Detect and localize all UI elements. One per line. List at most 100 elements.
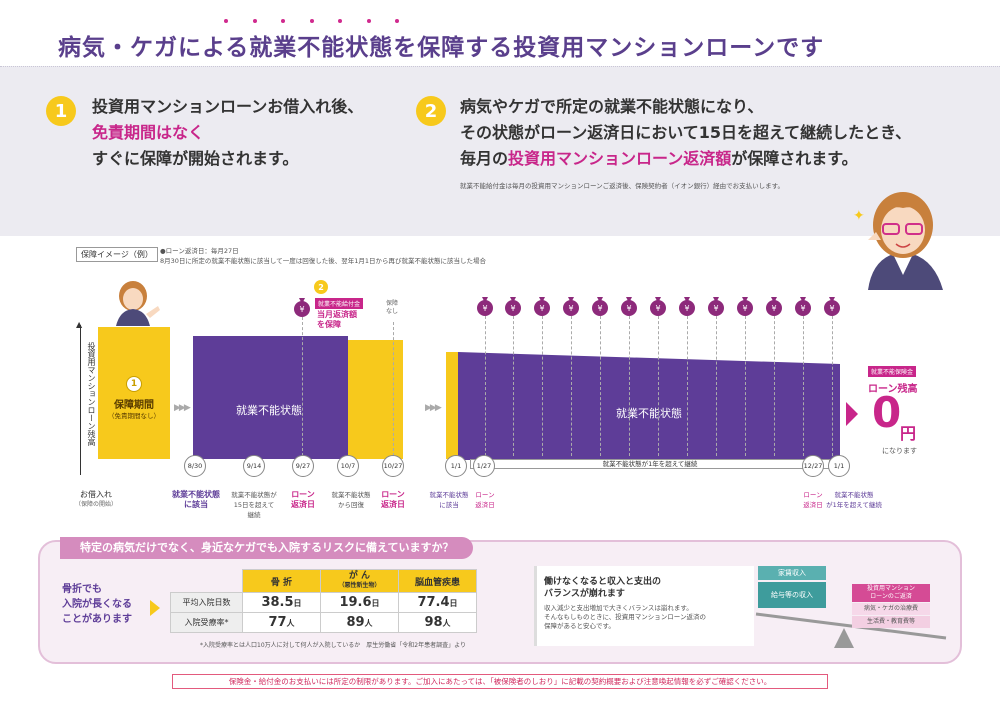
cell: 77人 xyxy=(242,612,321,633)
date-bubble: 9/27 xyxy=(292,455,314,477)
money-bag-icon: ¥ xyxy=(620,294,638,316)
svg-text:¥: ¥ xyxy=(299,305,304,314)
caption-over-year: 就業不能状態 が1年を超えて継続 xyxy=(826,491,882,509)
caption-repay-1: ローン 返済日 xyxy=(291,490,315,509)
repayment-dashed-line xyxy=(687,316,688,456)
cell: 89人 xyxy=(320,612,399,633)
disability-bar-2 xyxy=(458,352,840,460)
y-axis-label: 投資用マンションローン残高 xyxy=(87,342,96,446)
page-title: 病気・ケガによる就業不能状態を保障する投資用マンションローンです xyxy=(58,35,825,61)
scale-box1: 家賃収入 xyxy=(758,566,826,580)
money-bag-icon: ¥ xyxy=(562,294,580,316)
diagram-note2: 8月30日に所定の就業不能状態に該当して一度は回復した後、翌年1月1日から再び就… xyxy=(160,257,486,265)
row-label: 入院受療率* xyxy=(170,612,243,633)
money-bag-icon: ¥ xyxy=(678,294,696,316)
money-bag-icon: ¥ xyxy=(794,294,812,316)
repayment-dashed-line xyxy=(716,316,717,456)
no-cover-label: 保障 なし xyxy=(386,300,399,315)
result-value: 0 xyxy=(872,388,902,437)
arrow-icon: ▶▶▶ xyxy=(174,403,191,413)
money-bag-icon: ¥ xyxy=(736,294,754,316)
intro-band xyxy=(0,66,1000,236)
money-bag-icon: ¥ xyxy=(707,294,725,316)
step1-line3: すぐに保障が開始されます。 xyxy=(92,149,299,168)
col-head: が ん（悪性新生物） xyxy=(320,569,399,593)
scale-item2: 生活費・教育費等 xyxy=(852,616,930,628)
caption-15days: 就業不能状態が 15日を超えて 継続 xyxy=(231,491,277,519)
state2-label: 就業不能状態 xyxy=(616,407,682,420)
cell: 19.6日 xyxy=(320,592,399,613)
caption-repay-4: ローン 返済日 xyxy=(803,491,823,509)
diagram-note1: ●ローン返済日：毎月27日 xyxy=(160,247,239,255)
disability-bar-1 xyxy=(193,336,348,459)
step2-text: 病気やケガで所定の就業不能状態になり、 その状態がローン返済日において15日を超… xyxy=(460,94,911,172)
money-bag-icon: ¥ xyxy=(823,294,841,316)
risk-arrow-icon xyxy=(150,600,160,616)
money-bag-icon: ¥ xyxy=(649,294,667,316)
date-bubble: 10/7 xyxy=(337,455,359,477)
balance-text: 収入減少と支出増加で大きくバランスは崩れます。 そんなもしものときに、投資用マン… xyxy=(544,604,706,630)
result-unit: 円 xyxy=(900,424,917,443)
repayment-dashed-line xyxy=(774,316,775,456)
y-axis-arrow-icon: ▲ xyxy=(76,320,83,329)
col-head: 骨 折 xyxy=(242,569,321,593)
balance-panel xyxy=(534,566,754,646)
risk-heading: 特定の病気だけでなく、身近なケガでも入院するリスクに備えていますか？ xyxy=(60,537,474,559)
y-axis xyxy=(80,325,81,475)
repayment-dashed-line xyxy=(803,316,804,456)
money-bag-icon: ¥ xyxy=(533,294,551,316)
caption-disability-start: 就業不能状態 に該当 xyxy=(172,490,220,509)
caption-loan: お借入れ （保障の開始） xyxy=(74,490,117,508)
caption-disability-again: 就業不能状態 に該当 xyxy=(429,491,469,509)
arrow-icon: ▶▶▶ xyxy=(425,403,442,413)
emphasis-dots xyxy=(224,19,399,23)
diagram-tag: 保障イメージ（例） xyxy=(76,247,158,262)
svg-text:¥: ¥ xyxy=(684,304,689,313)
woman-illustration-icon: ✦ xyxy=(853,192,943,290)
svg-text:¥: ¥ xyxy=(713,304,718,313)
money-bag-icon: ¥ xyxy=(476,294,494,316)
money-bag-icon: ¥ xyxy=(504,294,522,316)
caption-repay-3: ローン 返済日 xyxy=(475,491,495,509)
disclaimer: 保険金・給付金のお支払いには所定の制限があります。ご加入にあたっては、「被保険者… xyxy=(172,674,828,689)
svg-text:¥: ¥ xyxy=(568,304,573,313)
advisor-illustration-icon xyxy=(116,281,160,326)
svg-text:✦: ✦ xyxy=(853,208,865,224)
svg-text:¥: ¥ xyxy=(742,304,747,313)
date-bubble: 10/27 xyxy=(382,455,404,477)
svg-text:¥: ¥ xyxy=(771,304,776,313)
cell: 38.5日 xyxy=(242,592,321,613)
scale-box2: 給与等の収入 xyxy=(758,582,826,608)
repayment-dashed-line xyxy=(542,316,543,456)
svg-text:¥: ¥ xyxy=(655,304,660,313)
result-tag: 就業不能保険金 xyxy=(868,366,917,377)
repayment-dashed-line xyxy=(832,316,833,456)
repayment-dashed-line xyxy=(600,316,601,456)
step1-badge: 1 xyxy=(46,96,76,126)
money-bag-icon: ¥ xyxy=(765,294,783,316)
svg-text:¥: ¥ xyxy=(829,304,834,313)
state1-label: 就業不能状態 xyxy=(236,404,302,417)
date-bubble: 9/14 xyxy=(243,455,265,477)
period-title: 保障期間 xyxy=(114,400,154,411)
col-head: 脳血管疾患 xyxy=(398,569,477,593)
repayment-dashed-line xyxy=(513,316,514,456)
step2-note: 就業不能給付金は毎月の投資用マンションローンご返済後、保険契約者（イオン銀行）経… xyxy=(460,182,785,190)
date-bubble: 1/27 xyxy=(473,455,495,477)
coverage-bar-2 xyxy=(446,352,458,459)
step1-line2: 免責期間はなく xyxy=(92,123,205,142)
period-sub: （免責期間なし） xyxy=(108,412,160,420)
svg-text:¥: ¥ xyxy=(539,304,544,313)
step2-badge: 2 xyxy=(416,96,446,126)
callout-tag: 就業不能給付金 xyxy=(315,298,364,309)
recovery-bar xyxy=(348,340,403,459)
svg-text:¥: ¥ xyxy=(626,304,631,313)
svg-text:¥: ¥ xyxy=(800,304,805,313)
date-bubble: 1/1 xyxy=(828,455,850,477)
step2-line3: 毎月の投資用マンションローン返済額が保障されます。 xyxy=(460,149,858,168)
caption-recover: 就業不能状態 から回復 xyxy=(331,491,371,509)
repayment-dashed-line xyxy=(302,317,303,456)
scale-item1: 病気・ケガの治療費 xyxy=(852,603,930,615)
repayment-dashed-line xyxy=(658,316,659,456)
period-badge: 1 xyxy=(126,376,142,392)
